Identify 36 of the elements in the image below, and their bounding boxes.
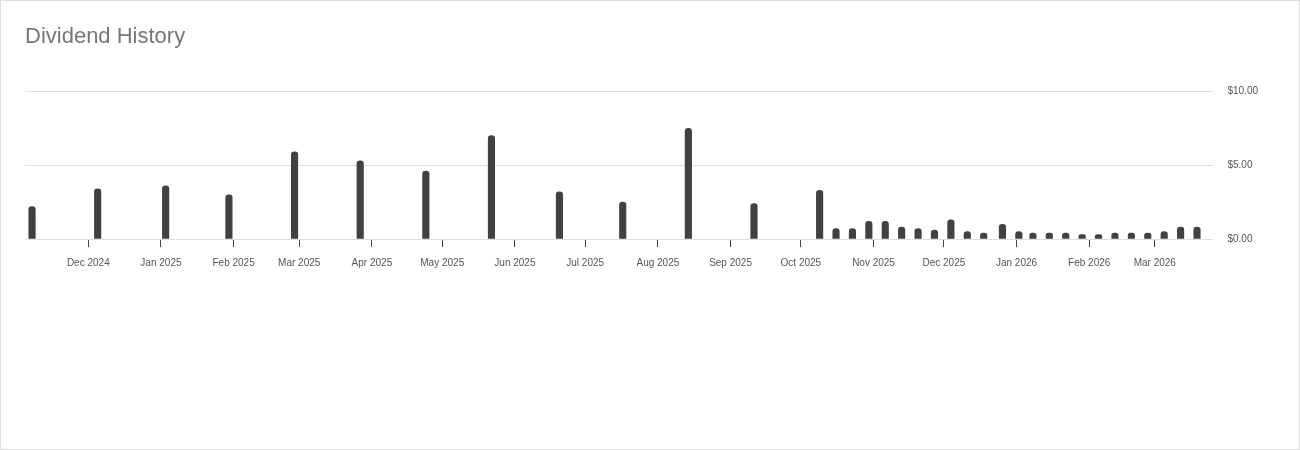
bar (94, 188, 102, 239)
x-tick-label: Apr 2025 (351, 256, 393, 268)
x-tick-label: Oct 2025 (780, 256, 822, 268)
bar (865, 220, 873, 239)
bar (28, 206, 36, 239)
bar (750, 203, 758, 239)
x-tick-label: Nov 2025 (852, 256, 896, 268)
bar (947, 219, 955, 239)
chart-title: Dividend History (25, 23, 186, 49)
x-tick-label: Mar 2026 (1133, 256, 1177, 268)
x-tick-label: Aug 2025 (636, 256, 680, 268)
x-tick-label: Mar 2025 (278, 256, 321, 268)
x-tick-label: Feb 2026 (1068, 256, 1111, 268)
x-tick-label: Jan 2025 (140, 256, 182, 268)
y-tick-label: $10.00 (1227, 85, 1259, 97)
x-tick-label: May 2025 (420, 256, 465, 268)
y-tick-label: $0.00 (1227, 232, 1253, 244)
bar (619, 201, 627, 239)
bar (422, 170, 430, 239)
x-tick-label: Dec 2024 (66, 256, 111, 268)
x-tick-label: Jun 2025 (494, 256, 536, 268)
x-tick-label: Feb 2025 (212, 256, 256, 268)
bar (881, 220, 889, 239)
bar (555, 191, 564, 239)
bar (487, 135, 496, 239)
x-tick-label: Jul 2025 (566, 256, 605, 268)
bar (356, 160, 364, 239)
bar (684, 127, 692, 239)
bar (290, 151, 299, 239)
x-tick-label: Jan 2026 (995, 256, 1038, 268)
bar (816, 189, 824, 239)
x-tick-label: Sep 2025 (709, 256, 753, 268)
bar (162, 185, 170, 239)
y-tick-label: $5.00 (1227, 158, 1253, 170)
bar (225, 194, 233, 239)
x-tick-label: Dec 2025 (922, 256, 966, 268)
